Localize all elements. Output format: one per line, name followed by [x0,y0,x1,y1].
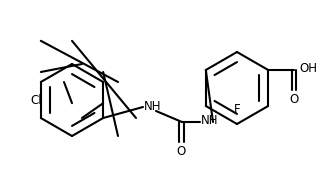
Text: OH: OH [299,63,317,75]
Text: F: F [234,103,240,116]
Text: Cl: Cl [30,94,42,107]
Text: O: O [176,145,186,158]
Text: NH: NH [201,115,218,128]
Text: O: O [290,93,299,106]
Text: NH: NH [144,99,161,112]
